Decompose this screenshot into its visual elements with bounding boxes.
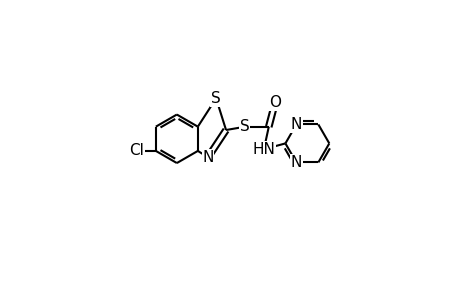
Text: S: S: [211, 91, 220, 106]
Text: N: N: [290, 117, 302, 132]
Text: N: N: [290, 155, 302, 170]
Text: N: N: [202, 150, 213, 165]
Text: O: O: [269, 95, 280, 110]
Text: S: S: [239, 119, 249, 134]
Text: Cl: Cl: [129, 143, 144, 158]
Text: HN: HN: [252, 142, 275, 157]
